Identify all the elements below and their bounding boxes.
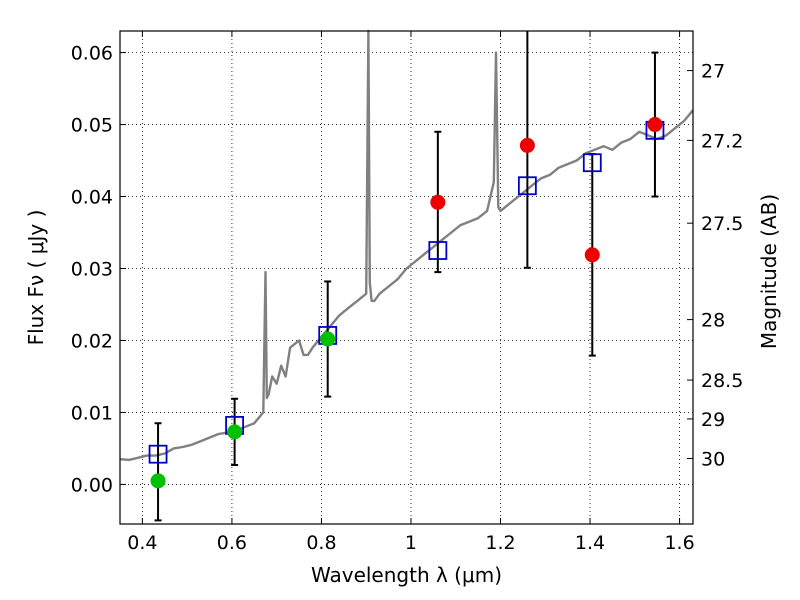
sed-model-line [119, 29, 694, 462]
y-tick-label: 0.04 [71, 187, 113, 209]
y-tick-label: 0.03 [71, 259, 113, 281]
data-layer [119, 29, 694, 522]
photometry-point [227, 424, 243, 440]
y-tick-label: 0.00 [71, 474, 113, 496]
x-tick-label: 1.4 [575, 532, 605, 554]
photometry-point [584, 247, 600, 263]
x-tick-label: 0.4 [127, 532, 157, 554]
x-axis-title: Wavelength λ (μm) [311, 563, 502, 587]
photometry-point [519, 137, 535, 153]
y-tick-label: 0.02 [71, 330, 113, 352]
right-tick-label: 27.2 [701, 130, 743, 152]
y-tick-label: 0.05 [71, 115, 113, 137]
tick-layer: 0.4 0.6 0.8 1 1.2 1.4 1.6 0.00 0.01 0.02 0.03 0.04 0… [71, 31, 743, 554]
right-tick-label: 28.5 [701, 370, 743, 392]
right-tick-label: 27.5 [701, 213, 743, 235]
photometry-point [647, 117, 663, 133]
right-tick-label: 28 [701, 310, 725, 332]
right-tick-label: 29 [701, 409, 725, 431]
x-tick-label: 1 [405, 532, 417, 554]
y-tick-label: 0.06 [71, 43, 113, 65]
model-band-square [148, 444, 168, 464]
grid-layer [120, 31, 693, 524]
y-tick-label: 0.01 [71, 402, 113, 424]
x-tick-label: 1.6 [664, 532, 694, 554]
x-tick-label: 0.6 [217, 532, 247, 554]
right-tick-label: 30 [701, 449, 725, 471]
photometry-point [430, 194, 446, 210]
model-band-square [517, 176, 537, 196]
photometry-point [320, 331, 336, 347]
model-band-square [582, 153, 602, 173]
plot-frame [119, 30, 694, 525]
right-tick-label: 27 [701, 61, 725, 83]
right-axis-title: Magnitude (AB) [757, 194, 781, 349]
x-tick-label: 1.2 [485, 532, 515, 554]
y-axis-title: Flux Fν ( μJy ) [24, 210, 48, 346]
model-band-square [428, 241, 448, 260]
x-tick-label: 0.8 [306, 532, 336, 554]
photometry-point [150, 473, 166, 489]
